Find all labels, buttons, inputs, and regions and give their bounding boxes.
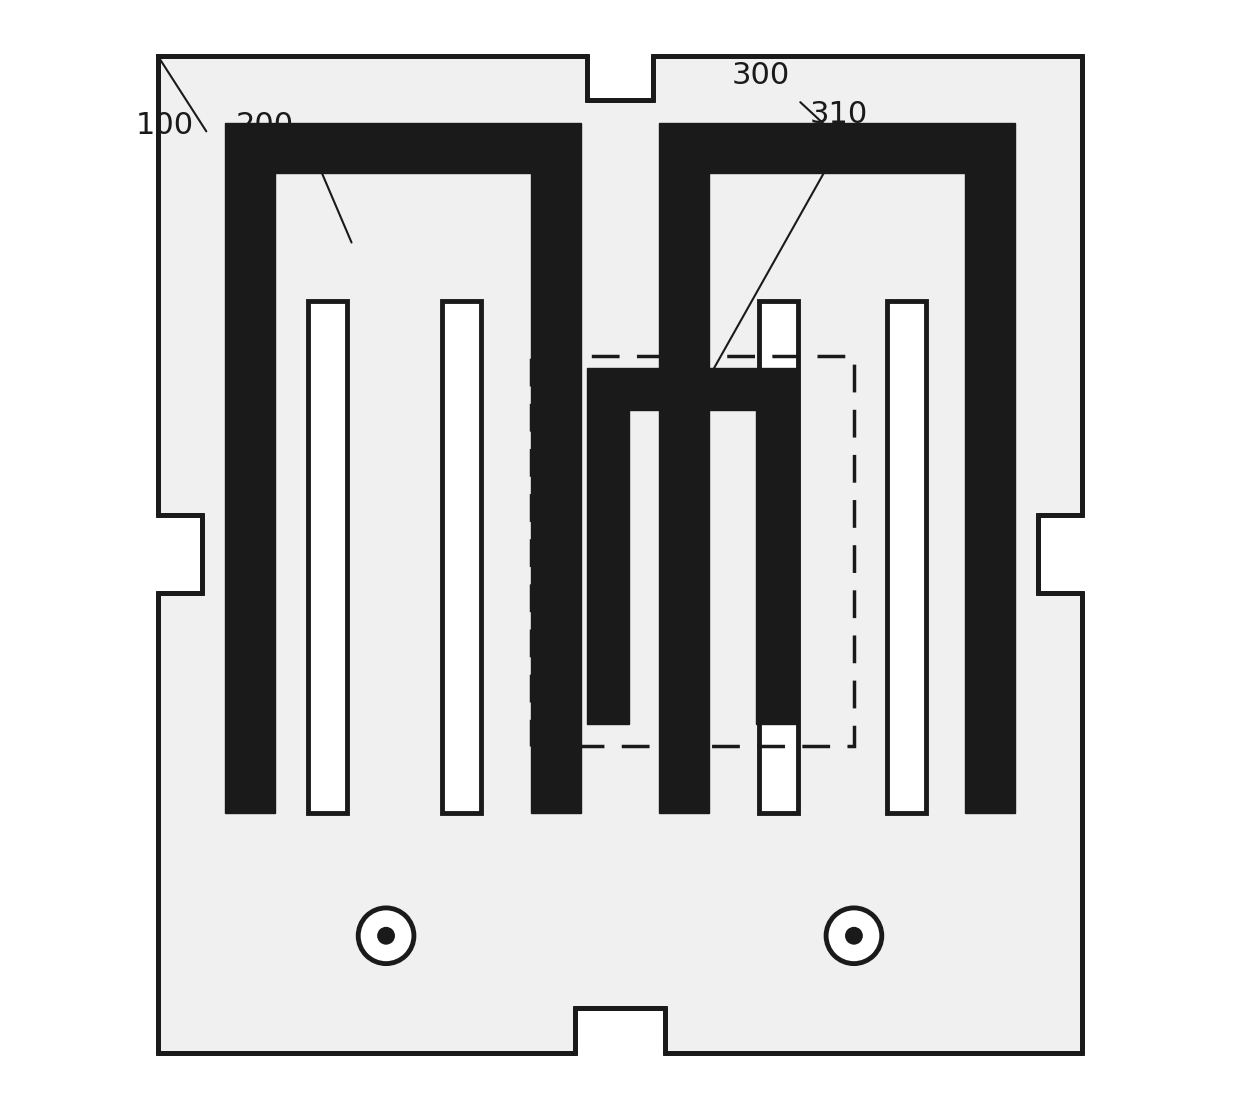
Polygon shape — [224, 123, 582, 813]
Polygon shape — [888, 301, 926, 813]
Text: 200: 200 — [236, 110, 294, 139]
Text: 300: 300 — [732, 60, 790, 89]
Polygon shape — [658, 123, 1016, 813]
Circle shape — [844, 927, 863, 945]
Polygon shape — [308, 301, 347, 813]
Bar — [531, 356, 854, 746]
Text: 100: 100 — [135, 110, 193, 139]
Polygon shape — [587, 368, 799, 724]
Circle shape — [826, 908, 882, 964]
Circle shape — [358, 908, 414, 964]
Polygon shape — [759, 301, 799, 813]
Polygon shape — [441, 301, 481, 813]
Polygon shape — [157, 56, 1083, 1053]
Text: 310: 310 — [810, 99, 868, 128]
Circle shape — [377, 927, 396, 945]
